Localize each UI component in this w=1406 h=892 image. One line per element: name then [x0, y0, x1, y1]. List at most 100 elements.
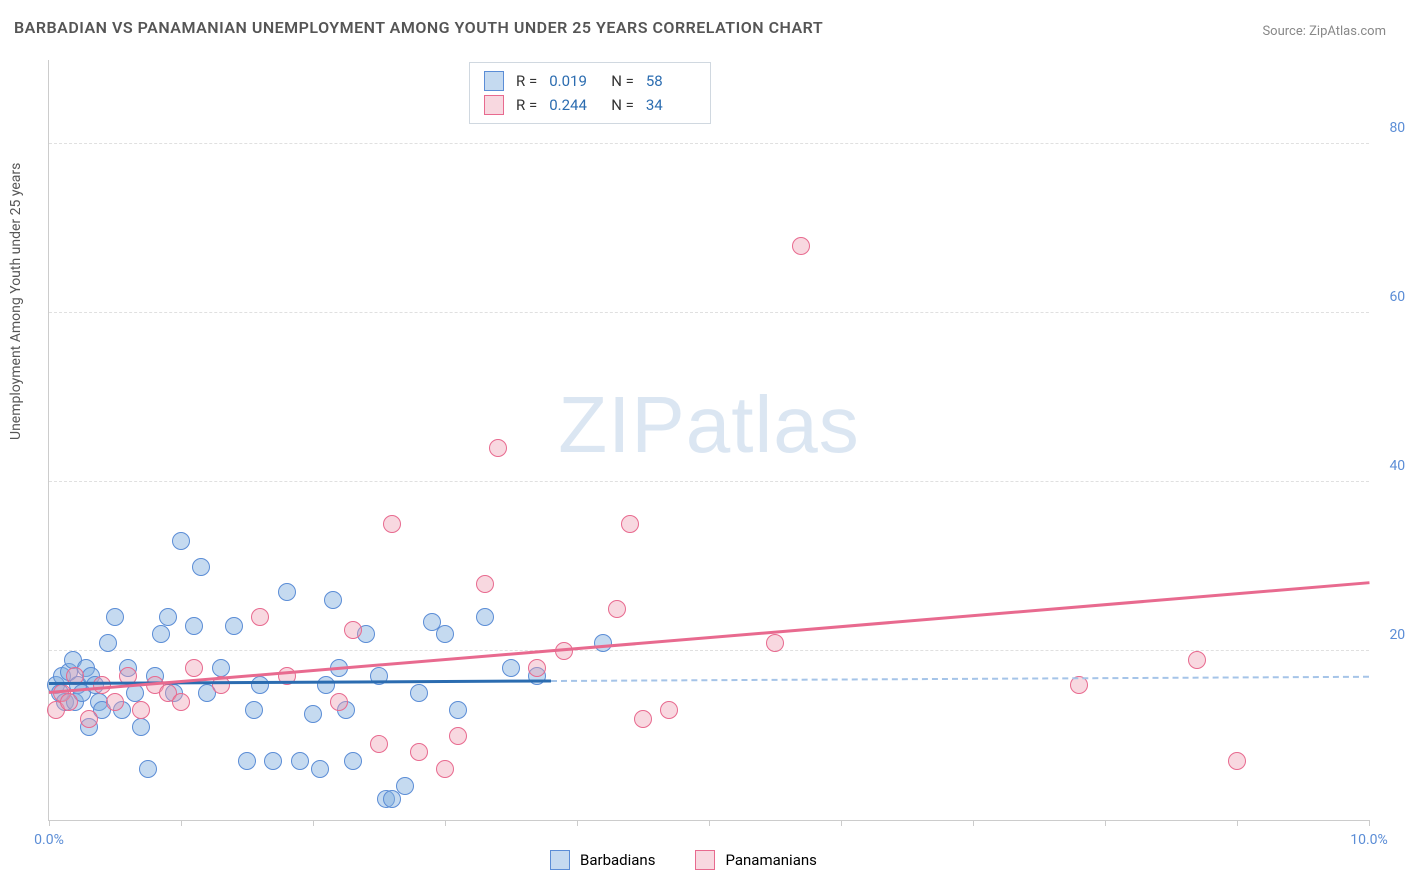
grid-line	[49, 650, 1369, 651]
x-tick-label: 10.0%	[1350, 832, 1388, 848]
scatter-point-barbadian	[317, 676, 335, 694]
scatter-point-barbadian	[139, 760, 157, 778]
scatter-point-barbadian	[225, 617, 243, 635]
x-tick	[1237, 820, 1238, 826]
scatter-point-panamanian	[476, 575, 494, 593]
stats-row: R = 0.244 N = 34	[484, 93, 696, 117]
y-axis-label: Unemployment Among Youth under 25 years	[8, 163, 24, 440]
scatter-point-panamanian	[449, 727, 467, 745]
scatter-point-barbadian	[126, 684, 144, 702]
y-tick-label: 60.0%	[1389, 289, 1406, 305]
scatter-point-panamanian	[660, 701, 678, 719]
scatter-point-barbadian	[106, 608, 124, 626]
scatter-point-panamanian	[621, 515, 639, 533]
scatter-point-barbadian	[594, 634, 612, 652]
y-tick-label: 80.0%	[1389, 120, 1406, 136]
x-tick	[1105, 820, 1106, 826]
scatter-point-barbadian	[304, 705, 322, 723]
source-name: ZipAtlas.com	[1309, 24, 1386, 39]
scatter-point-panamanian	[132, 701, 150, 719]
r-value: 0.019	[549, 69, 599, 93]
scatter-point-barbadian	[410, 684, 428, 702]
scatter-point-barbadian	[476, 608, 494, 626]
chart-title: BARBADIAN VS PANAMANIAN UNEMPLOYMENT AMO…	[14, 18, 823, 37]
scatter-point-barbadian	[192, 558, 210, 576]
scatter-point-panamanian	[80, 710, 98, 728]
legend-label: Barbadians	[580, 851, 655, 869]
grid-line	[49, 481, 1369, 482]
scatter-point-barbadian	[245, 701, 263, 719]
watermark: ZIPatlas	[558, 379, 859, 471]
scatter-point-barbadian	[172, 532, 190, 550]
series-legend: Barbadians Panamanians	[550, 850, 817, 870]
scatter-plot-area: ZIPatlas R =0.019N =58R =0.244N =34 20.0…	[48, 60, 1369, 821]
scatter-point-panamanian	[436, 760, 454, 778]
scatter-point-barbadian	[99, 634, 117, 652]
scatter-point-barbadian	[449, 701, 467, 719]
x-tick	[313, 820, 314, 826]
x-tick	[841, 820, 842, 826]
legend-swatch	[695, 850, 715, 870]
legend-swatch	[550, 850, 570, 870]
scatter-point-barbadian	[238, 752, 256, 770]
y-tick-label: 40.0%	[1389, 458, 1406, 474]
scatter-point-panamanian	[60, 693, 78, 711]
legend-item: Barbadians	[550, 850, 655, 870]
x-tick	[1369, 820, 1370, 826]
scatter-point-barbadian	[251, 676, 269, 694]
scatter-point-panamanian	[608, 600, 626, 618]
scatter-point-panamanian	[172, 693, 190, 711]
scatter-point-panamanian	[1228, 752, 1246, 770]
scatter-point-panamanian	[766, 634, 784, 652]
legend-item: Panamanians	[695, 850, 816, 870]
scatter-point-panamanian	[489, 439, 507, 457]
watermark-b: atlas	[686, 380, 860, 469]
grid-line	[49, 143, 1369, 144]
x-tick	[973, 820, 974, 826]
x-tick	[577, 820, 578, 826]
scatter-point-barbadian	[185, 617, 203, 635]
scatter-point-barbadian	[132, 718, 150, 736]
scatter-point-panamanian	[370, 735, 388, 753]
trend-line-barbadian-extrapolated	[551, 676, 1369, 682]
x-tick-label: 0.0%	[34, 832, 64, 848]
scatter-point-barbadian	[264, 752, 282, 770]
scatter-point-panamanian	[528, 659, 546, 677]
scatter-point-barbadian	[291, 752, 309, 770]
x-tick	[445, 820, 446, 826]
watermark-a: ZIP	[558, 380, 685, 469]
scatter-point-barbadian	[212, 659, 230, 677]
scatter-point-barbadian	[324, 591, 342, 609]
n-label: N =	[611, 69, 634, 93]
legend-label: Panamanians	[725, 851, 816, 869]
scatter-point-barbadian	[159, 608, 177, 626]
n-label: N =	[611, 93, 634, 117]
x-tick	[181, 820, 182, 826]
source-attribution: Source: ZipAtlas.com	[1262, 24, 1386, 39]
scatter-point-panamanian	[330, 693, 348, 711]
scatter-point-panamanian	[106, 693, 124, 711]
n-value: 34	[646, 93, 696, 117]
r-label: R =	[516, 93, 537, 117]
scatter-point-panamanian	[1188, 651, 1206, 669]
n-value: 58	[646, 69, 696, 93]
scatter-point-barbadian	[278, 583, 296, 601]
x-tick	[49, 820, 50, 826]
scatter-point-panamanian	[251, 608, 269, 626]
scatter-point-panamanian	[634, 710, 652, 728]
scatter-point-panamanian	[344, 621, 362, 639]
scatter-point-panamanian	[93, 676, 111, 694]
x-tick	[709, 820, 710, 826]
r-value: 0.244	[549, 93, 599, 117]
stats-row: R =0.019N =58	[484, 69, 696, 93]
scatter-point-barbadian	[502, 659, 520, 677]
scatter-point-panamanian	[792, 237, 810, 255]
legend-swatch	[484, 95, 504, 115]
scatter-point-barbadian	[152, 625, 170, 643]
scatter-point-barbadian	[396, 777, 414, 795]
scatter-point-panamanian	[383, 515, 401, 533]
scatter-point-barbadian	[311, 760, 329, 778]
y-tick-label: 20.0%	[1389, 627, 1406, 643]
legend-swatch	[484, 71, 504, 91]
source-label: Source:	[1262, 24, 1305, 39]
